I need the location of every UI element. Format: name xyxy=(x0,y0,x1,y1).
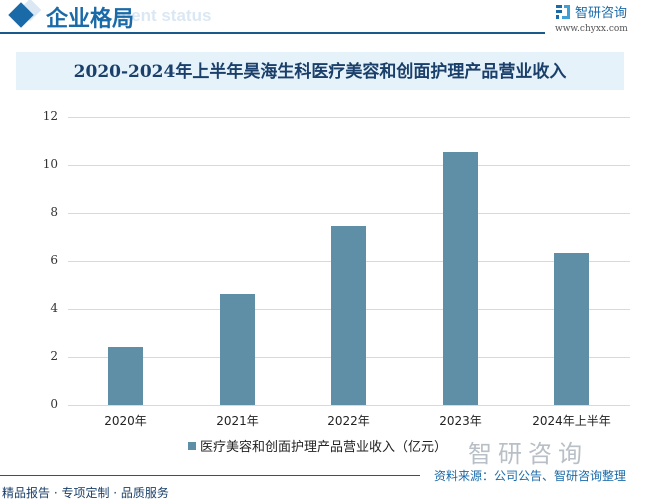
watermark-brand: 智研咨询 xyxy=(468,440,588,468)
header: ment status 企业格局 智研咨询 www.chyxx.com xyxy=(0,0,646,38)
brand-name: 智研咨询 xyxy=(575,6,628,21)
footer-slogan: 精品报告 · 专项定制 · 品质服务 xyxy=(2,486,169,500)
x-tick-label: 2021年 xyxy=(216,414,259,428)
legend-swatch-icon xyxy=(188,441,196,450)
y-tick-label: 2 xyxy=(50,349,58,363)
brand-url: www.chyxx.com xyxy=(555,24,628,34)
x-tick-label: 2022年 xyxy=(327,414,370,428)
brand-logo: 智研咨询 xyxy=(556,2,627,21)
chart-title-box: 2020-2024年上半年昊海生科医疗美容和创面护理产品营业收入 xyxy=(16,52,624,90)
bar xyxy=(220,294,255,405)
section-title: 企业格局 xyxy=(46,6,135,32)
gridline xyxy=(68,213,630,214)
chart-title: 2020-2024年上半年昊海生科医疗美容和创面护理产品营业收入 xyxy=(73,62,567,82)
gridline xyxy=(68,165,630,166)
legend-label: 医疗美容和创面护理产品营业收入（亿元） xyxy=(200,440,448,455)
gridline xyxy=(68,405,630,406)
y-tick-label: 6 xyxy=(50,253,58,267)
source-divider xyxy=(0,475,420,476)
bar xyxy=(554,253,589,405)
header-divider xyxy=(0,32,545,34)
chart-legend: 医疗美容和创面护理产品营业收入（亿元） xyxy=(188,436,447,455)
x-tick-label: 2024年上半年 xyxy=(532,414,611,428)
y-tick-label: 8 xyxy=(50,205,58,219)
x-tick-label: 2020年 xyxy=(104,414,147,428)
source-note: 资料来源：公司公告、智研咨询整理 xyxy=(434,469,627,483)
y-tick-label: 4 xyxy=(50,301,58,315)
gridline xyxy=(68,117,630,118)
header-ghost-text: ment status xyxy=(116,6,212,25)
brand-logo-icon xyxy=(556,4,570,19)
y-tick-label: 10 xyxy=(42,157,58,171)
bar xyxy=(443,152,478,405)
bar xyxy=(331,225,366,405)
y-tick-label: 12 xyxy=(42,109,58,123)
y-tick-label: 0 xyxy=(50,397,58,411)
bar xyxy=(108,346,143,405)
x-tick-label: 2023年 xyxy=(439,414,482,428)
